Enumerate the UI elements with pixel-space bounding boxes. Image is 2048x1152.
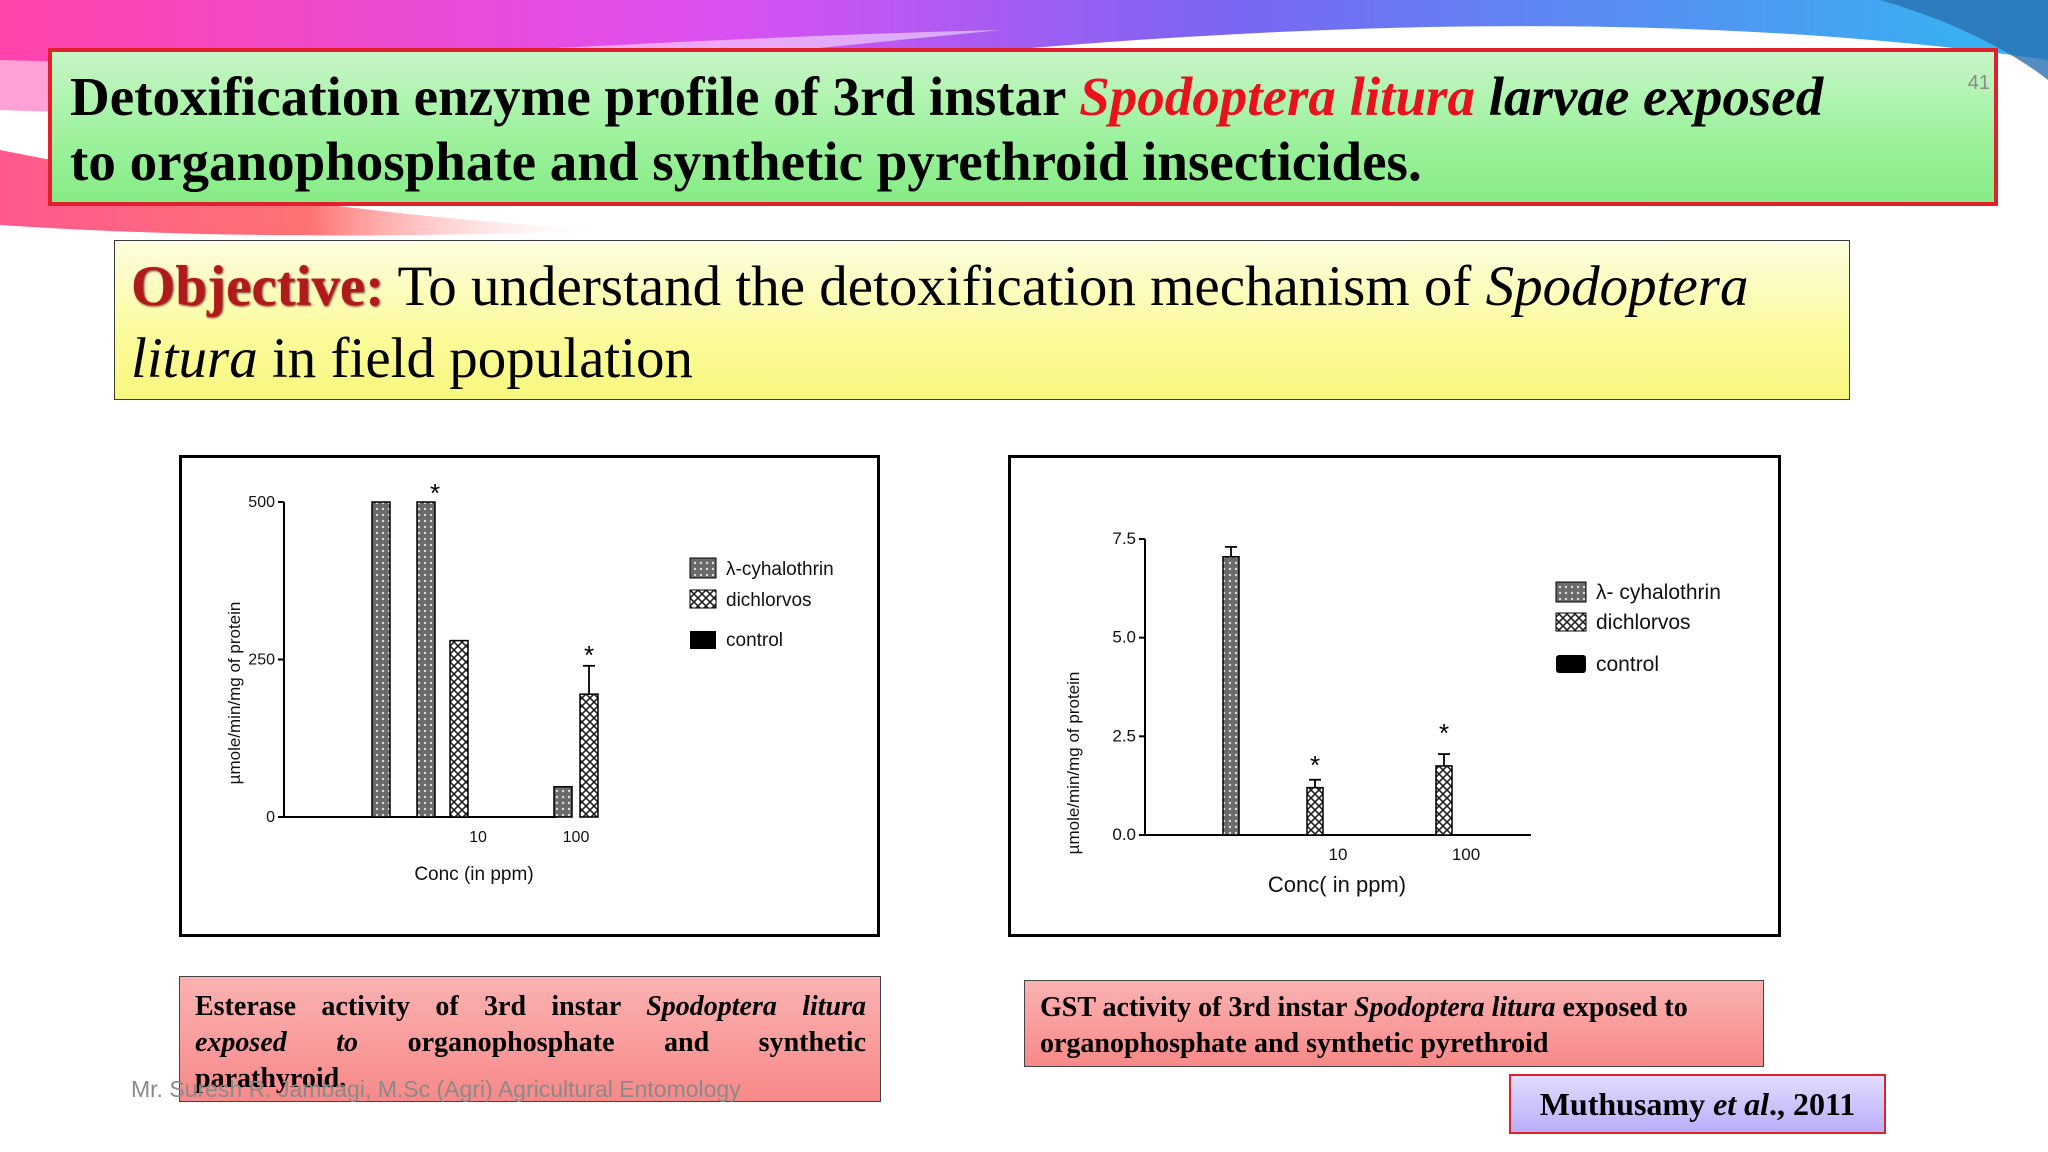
gst-chart-frame: * * 0.0 2.5 5.0 7.5 10 100 µmole/min/mg of pro… [1008, 455, 1781, 937]
caption-esterase: Esterase activity of 3rd instar Spodopte… [179, 976, 881, 1102]
legend: λ-cyhalothrin dichlorvos control [689, 557, 834, 651]
bar-cyhalothrin-base [371, 501, 391, 818]
legend-label-control: control [726, 630, 783, 651]
bar-dichlorvos-10 [1306, 786, 1324, 836]
title-species: Spodoptera litura [1079, 66, 1475, 127]
bar-dichlorvos-10 [449, 639, 469, 818]
x-axis-label: Conc (in ppm) [414, 864, 533, 885]
legend-swatch-control [1556, 655, 1586, 673]
bar-cyhalothrin-10 [416, 501, 436, 818]
title-line2: to organophosphate and synthetic pyrethr… [70, 131, 1422, 192]
significance-marker: * [430, 478, 440, 508]
bar-dichlorvos-100 [1435, 765, 1453, 836]
esterase-chart-frame: * * 0 250 500 10 100 µmole/min/mg of protein … [179, 455, 880, 937]
x-tick-label: 100 [563, 829, 590, 846]
citation-box: Muthusamy et al., 2011 [1509, 1074, 1886, 1134]
legend-label-control: control [1596, 653, 1659, 676]
significance-marker: * [1310, 750, 1320, 780]
y-tick-label: 2.5 [1112, 726, 1136, 745]
slide-number: 41 [1967, 72, 1990, 94]
bar-cyhalothrin-100 [553, 786, 573, 818]
legend: λ- cyhalothrin dichlorvos control [1555, 581, 1721, 676]
gst-chart: * * 0.0 2.5 5.0 7.5 10 100 µmole/min/mg of pro… [1064, 529, 1721, 897]
legend-label-cyhalothrin: λ- cyhalothrin [1596, 581, 1721, 604]
legend-swatch-dichlorvos [689, 589, 717, 609]
y-tick-label: 250 [248, 652, 275, 669]
legend-swatch-cyhalothrin [1555, 581, 1587, 603]
bar-cyhalothrin-base [1222, 556, 1240, 836]
slide-title: Detoxification enzyme profile of 3rd ins… [70, 66, 1824, 192]
y-tick-label: 7.5 [1112, 529, 1136, 548]
objective-box: Objective: To understand the detoxificat… [114, 240, 1850, 400]
title-box: Detoxification enzyme profile of 3rd ins… [48, 48, 1998, 206]
y-axis-label: µmole/min/mg of protein [1064, 672, 1083, 855]
title-exposed: larvae exposed [1474, 66, 1824, 127]
significance-marker: * [1439, 718, 1449, 748]
x-tick-label: 100 [1452, 845, 1480, 864]
legend-swatch-cyhalothrin [689, 557, 717, 579]
caption-gst: GST activity of 3rd instar Spodoptera li… [1024, 980, 1764, 1067]
y-tick-label: 500 [248, 494, 275, 511]
x-tick-label: 10 [469, 829, 487, 846]
legend-label-dichlorvos: dichlorvos [726, 590, 812, 611]
bar-dichlorvos-100 [579, 693, 599, 818]
legend-swatch-dichlorvos [1555, 612, 1587, 632]
objective-text: Objective: To understand the detoxificat… [131, 255, 1749, 390]
legend-label-dichlorvos: dichlorvos [1596, 611, 1691, 634]
significance-marker: * [584, 640, 594, 670]
legend-label-cyhalothrin: λ-cyhalothrin [726, 559, 834, 580]
x-axis-label: Conc( in ppm) [1268, 872, 1406, 897]
y-tick-label: 5.0 [1112, 628, 1136, 647]
x-tick-label: 10 [1329, 845, 1348, 864]
objective-label: Objective: [131, 255, 385, 318]
y-tick-label: 0.0 [1112, 825, 1136, 844]
y-axis-label: µmole/min/mg of protein [225, 602, 244, 785]
footer-text: Mr. Suresh R. Jambagi, M.Sc (Agri) Agric… [131, 1076, 741, 1102]
legend-swatch-control [690, 631, 716, 649]
y-tick-label: 0 [266, 809, 275, 826]
